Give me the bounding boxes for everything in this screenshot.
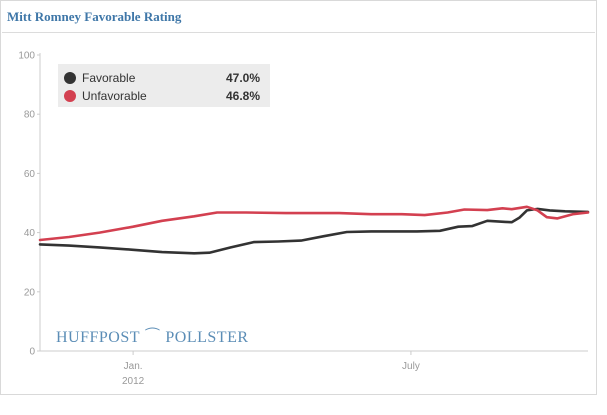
x-tick-label-0: Jan.	[124, 361, 143, 372]
legend-item-favorable[interactable]: Favorable 47.0%	[64, 69, 264, 87]
legend-label-favorable: Favorable	[82, 71, 136, 85]
legend-swatch-unfavorable	[64, 90, 76, 102]
pollster-swoosh-icon: ⁀	[146, 329, 160, 346]
y-tick-label-0: 0	[29, 347, 35, 358]
legend-swatch-favorable	[64, 72, 76, 84]
legend-item-unfavorable[interactable]: Unfavorable 46.8%	[64, 87, 264, 105]
watermark-right: POLLSTER	[165, 329, 249, 346]
x-tick-sublabel-0: 2012	[122, 376, 145, 387]
title-divider	[2, 32, 595, 33]
chart-title: Mitt Romney Favorable Rating	[7, 9, 182, 24]
series-line-unfavorable	[38, 205, 590, 242]
x-tick-label-1: July	[402, 361, 420, 372]
legend-value-unfavorable: 46.8%	[225, 89, 260, 103]
y-tick-label-60: 60	[24, 169, 36, 180]
watermark-left: HUFFPOST	[56, 329, 141, 346]
series-line-favorable	[38, 207, 590, 255]
legend: Favorable 47.0% Unfavorable 46.8%	[58, 64, 270, 107]
y-tick-label-100: 100	[18, 51, 35, 62]
y-tick-label-40: 40	[24, 228, 36, 239]
y-tick-label-20: 20	[24, 287, 36, 298]
huffpost-pollster-logo: HUFFPOST ⁀ POLLSTER	[56, 327, 249, 347]
legend-label-unfavorable: Unfavorable	[82, 89, 147, 103]
y-tick-label-80: 80	[24, 110, 36, 121]
legend-value-favorable: 47.0%	[225, 71, 260, 85]
